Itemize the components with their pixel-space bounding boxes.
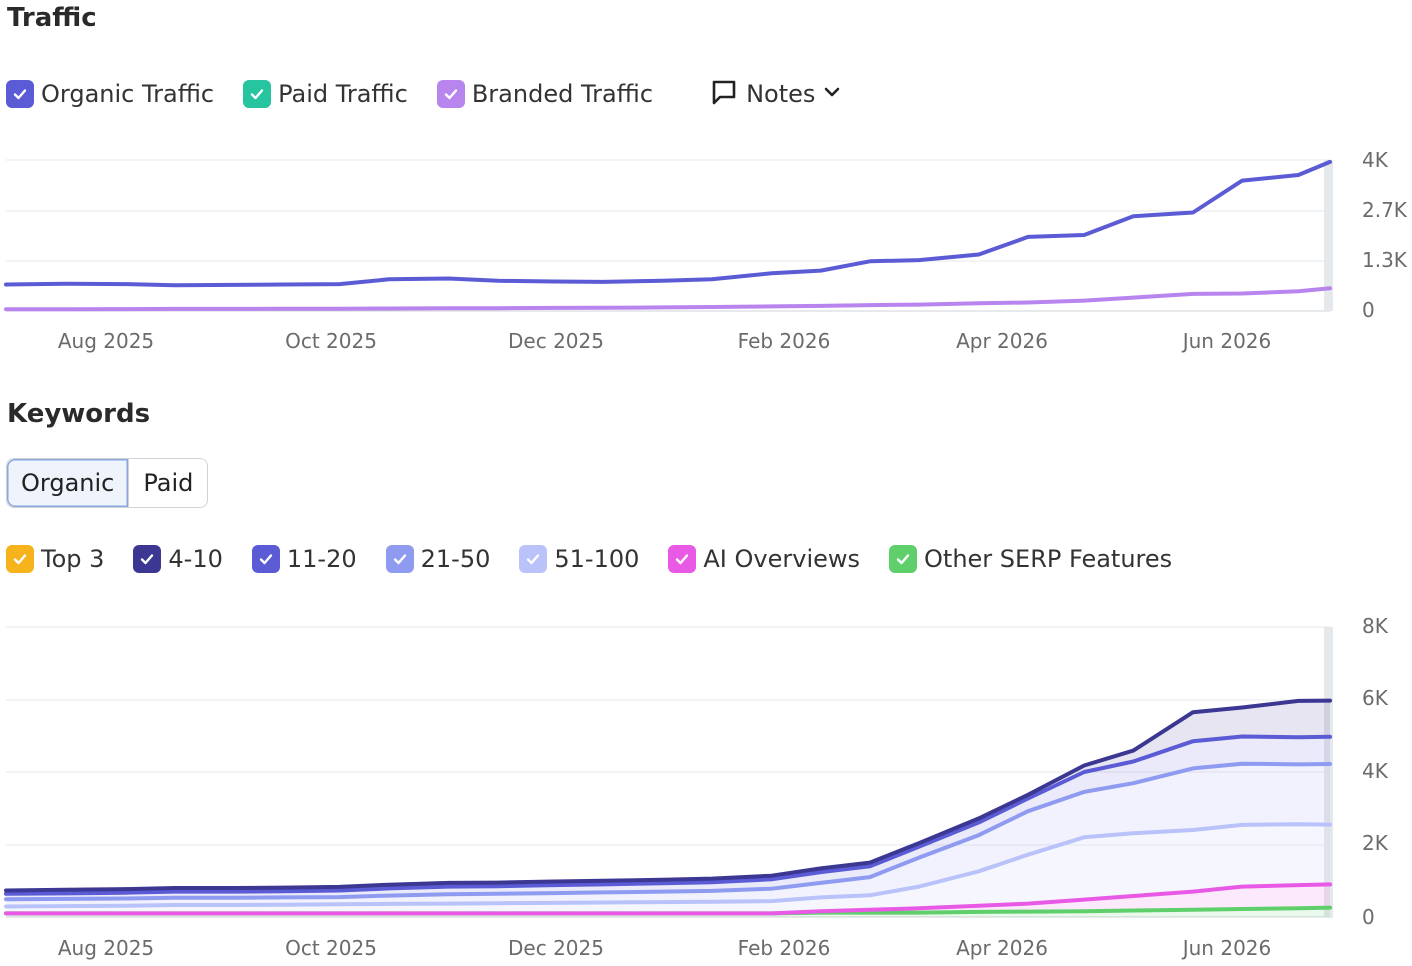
legend-label: Paid Traffic xyxy=(278,80,408,108)
series-area-4-10 xyxy=(6,700,1330,894)
keywords-legend: Top 3 4-10 11-20 21-50 51-100 AI Overvie… xyxy=(6,545,1201,573)
y-tick-label: 4K xyxy=(1362,759,1389,783)
legend-21-50[interactable]: 21-50 xyxy=(385,545,491,573)
series-area-21-50 xyxy=(6,763,1330,907)
y-tick-label: 6K xyxy=(1362,686,1389,710)
traffic-y-axis: 4K 2.7K 1.3K 0 xyxy=(1362,148,1408,322)
series-line-11-20 xyxy=(4,734,1332,896)
series-line-51-100 xyxy=(4,822,1332,909)
legend-other-serp-features[interactable]: Other SERP Features xyxy=(889,545,1172,573)
y-tick-label: 1.3K xyxy=(1362,248,1408,272)
series-area-51-100 xyxy=(6,824,1330,914)
notes-label: Notes xyxy=(746,80,816,108)
keywords-chart: 8K 6K 4K 2K 0 Aug 2025 Oct 2025 Dec 2025… xyxy=(4,614,1389,960)
y-tick-label: 2K xyxy=(1362,831,1389,855)
checkbox-checked-icon[interactable] xyxy=(6,545,34,573)
keywords-x-axis: Aug 2025 Oct 2025 Dec 2025 Feb 2026 Apr … xyxy=(58,936,1271,960)
keywords-title: Keywords xyxy=(7,399,151,429)
checkbox-checked-icon[interactable] xyxy=(251,545,280,573)
keywords-type-toggle: Organic Paid xyxy=(6,458,209,508)
series-line-organic-traffic xyxy=(4,159,1332,288)
traffic-legend: Organic Traffic Paid Traffic Branded Tra… xyxy=(6,78,841,110)
x-tick-label: Oct 2025 xyxy=(285,329,377,353)
legend-label: 11-20 xyxy=(286,545,357,573)
checkbox-checked-icon[interactable] xyxy=(519,545,548,573)
traffic-title: Traffic xyxy=(7,3,97,33)
current-period-marker xyxy=(1324,160,1333,311)
keywords-y-axis: 8K 6K 4K 2K 0 xyxy=(1362,614,1389,929)
legend-11-20[interactable]: 11-20 xyxy=(251,545,357,573)
traffic-grid xyxy=(6,159,1330,312)
speech-bubble-icon xyxy=(710,78,738,110)
current-period-marker xyxy=(1324,627,1333,918)
checkbox-checked-icon[interactable] xyxy=(436,80,465,108)
checkbox-checked-icon[interactable] xyxy=(668,545,697,573)
traffic-x-axis: Aug 2025 Oct 2025 Dec 2025 Feb 2026 Apr … xyxy=(58,329,1271,353)
legend-organic-traffic[interactable]: Organic Traffic xyxy=(6,80,214,108)
x-tick-label: Jun 2026 xyxy=(1181,936,1272,960)
checkbox-checked-icon[interactable] xyxy=(6,80,34,108)
y-tick-label: 8K xyxy=(1362,614,1389,638)
checkbox-checked-icon[interactable] xyxy=(133,545,162,573)
notes-dropdown[interactable]: Notes xyxy=(710,78,841,110)
tab-organic[interactable]: Organic xyxy=(7,459,129,507)
keywords-grid xyxy=(6,626,1330,918)
checkbox-checked-icon[interactable] xyxy=(385,545,414,573)
keywords-series xyxy=(4,698,1332,917)
series-line-branded-traffic xyxy=(4,286,1332,312)
legend-paid-traffic[interactable]: Paid Traffic xyxy=(243,80,408,108)
series-line-21-50 xyxy=(4,761,1332,902)
y-tick-label: 4K xyxy=(1362,148,1389,172)
y-tick-label: 2.7K xyxy=(1362,198,1408,222)
chevron-down-icon xyxy=(823,83,841,105)
x-tick-label: Aug 2025 xyxy=(58,936,154,960)
traffic-series xyxy=(4,159,1332,312)
legend-label: 21-50 xyxy=(420,545,491,573)
x-tick-label: Jun 2026 xyxy=(1181,329,1272,353)
legend-label: Branded Traffic xyxy=(471,80,654,108)
y-tick-label: 0 xyxy=(1362,298,1375,322)
tab-paid[interactable]: Paid xyxy=(128,459,207,507)
x-tick-label: Feb 2026 xyxy=(738,329,831,353)
checkbox-checked-icon[interactable] xyxy=(889,545,918,573)
x-tick-label: Dec 2025 xyxy=(508,329,604,353)
legend-top-3[interactable]: Top 3 xyxy=(6,545,104,573)
x-tick-label: Feb 2026 xyxy=(738,936,831,960)
series-line-4-10 xyxy=(4,698,1332,893)
legend-label: Top 3 xyxy=(41,545,105,573)
legend-label: AI Overviews xyxy=(703,545,861,573)
y-tick-label: 0 xyxy=(1362,905,1375,929)
legend-ai-overviews[interactable]: AI Overviews xyxy=(668,545,860,573)
traffic-chart: 4K 2.7K 1.3K 0 Aug 2025 Oct 2025 Dec 202… xyxy=(4,148,1408,353)
legend-branded-traffic[interactable]: Branded Traffic xyxy=(436,80,654,108)
legend-label: 51-100 xyxy=(554,545,640,573)
x-tick-label: Apr 2026 xyxy=(956,936,1048,960)
x-tick-label: Aug 2025 xyxy=(58,329,154,353)
legend-4-10[interactable]: 4-10 xyxy=(133,545,223,573)
series-line-ai-overviews xyxy=(4,882,1332,916)
x-tick-label: Dec 2025 xyxy=(508,936,604,960)
x-tick-label: Oct 2025 xyxy=(285,936,377,960)
x-tick-label: Apr 2026 xyxy=(956,329,1048,353)
legend-label: Other SERP Features xyxy=(924,545,1173,573)
checkbox-checked-icon[interactable] xyxy=(243,80,272,108)
legend-label: Organic Traffic xyxy=(41,80,215,108)
series-area-11-20 xyxy=(6,736,1330,900)
legend-label: 4-10 xyxy=(168,545,223,573)
legend-51-100[interactable]: 51-100 xyxy=(519,545,639,573)
